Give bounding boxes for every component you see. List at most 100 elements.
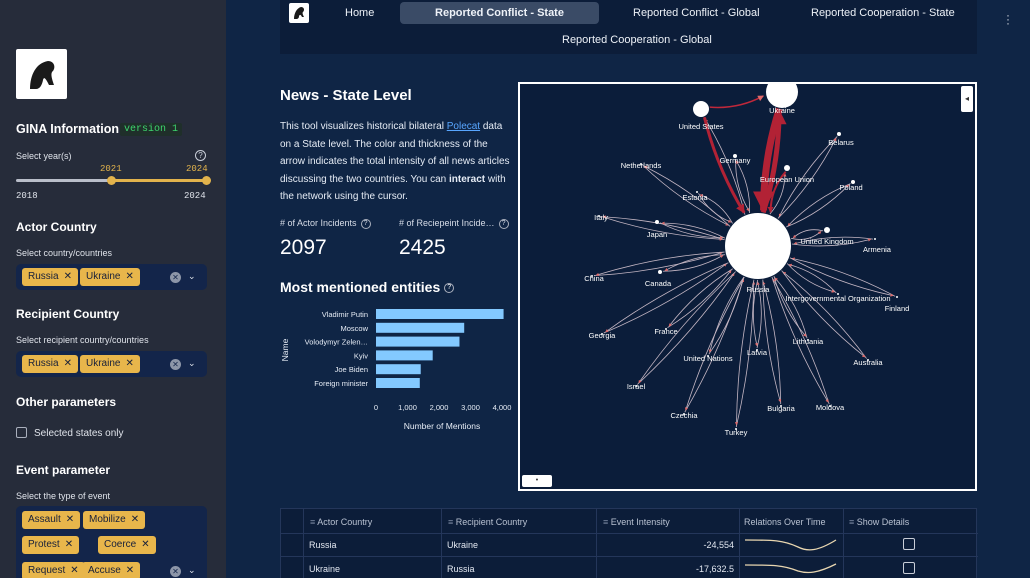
actor-tag[interactable]: Ukraine ✕ [80, 268, 140, 286]
column-header-recipient[interactable]: ≡ Recipient Country [448, 517, 528, 527]
network-node[interactable] [824, 227, 830, 233]
year-slider-high-handle[interactable] [202, 176, 211, 185]
network-edge[interactable] [793, 236, 874, 245]
bar[interactable] [376, 350, 433, 361]
event-tag[interactable]: Coerce ✕ [98, 536, 156, 554]
network-edge[interactable] [638, 271, 736, 384]
help-icon[interactable]: ? [195, 150, 206, 161]
network-node[interactable] [896, 296, 898, 298]
network-canvas[interactable]: Ukraine United States Belarus Netherlands Ge… [520, 76, 975, 489]
year-slider-low-handle[interactable] [107, 176, 116, 185]
tab-home[interactable]: Home [345, 7, 375, 19]
actor-multiselect[interactable]: Russia ✕ Ukraine ✕ ✕ ⌄ [16, 264, 207, 290]
network-edge[interactable] [709, 95, 764, 109]
network-edge[interactable] [662, 254, 724, 272]
network-edge[interactable] [735, 160, 751, 214]
network-edge[interactable] [667, 269, 732, 329]
event-tag[interactable]: Accuse ✕ [82, 562, 141, 578]
network-edge[interactable] [762, 279, 782, 403]
network-node[interactable] [598, 215, 600, 217]
expand-toggle-icon[interactable]: • [522, 475, 552, 487]
clear-icon[interactable]: ✕ [170, 566, 181, 577]
bar[interactable] [376, 309, 504, 319]
tab-reported-cooperation-global[interactable]: Reported Cooperation - Global [562, 34, 712, 46]
bar[interactable] [376, 364, 421, 375]
clear-icon[interactable]: ✕ [170, 272, 181, 283]
network-node[interactable] [696, 191, 698, 193]
column-header-details[interactable]: ≡ Show Details [849, 517, 910, 527]
help-icon[interactable]: ? [498, 218, 509, 229]
network-edge[interactable] [756, 281, 762, 349]
nav-logo[interactable] [289, 3, 309, 23]
network-edge[interactable] [787, 183, 851, 227]
collapse-toggle-icon[interactable]: ◂ [961, 86, 973, 112]
network-node[interactable] [640, 163, 642, 165]
clear-icon[interactable]: ✕ [170, 359, 181, 370]
selected-states-checkbox[interactable] [16, 427, 27, 438]
network-edge[interactable] [668, 268, 733, 327]
network-node[interactable] [591, 275, 593, 277]
network-edge[interactable] [792, 229, 824, 239]
network-node[interactable] [733, 154, 737, 158]
network-edge[interactable] [782, 271, 867, 359]
network-edge[interactable] [605, 262, 729, 333]
network-edge[interactable] [600, 215, 723, 241]
column-header-relations[interactable]: Relations Over Time [744, 517, 826, 527]
recipient-tag[interactable]: Ukraine ✕ [80, 355, 140, 373]
network-edge[interactable] [708, 276, 745, 353]
polecat-link[interactable]: Polecat [446, 121, 481, 132]
column-header-intensity[interactable]: ≡ Event Intensity [603, 517, 670, 527]
network-edge[interactable] [603, 263, 727, 334]
network-edge[interactable] [791, 238, 872, 247]
network-edge[interactable] [773, 275, 807, 337]
network-edge[interactable] [778, 136, 838, 218]
event-multiselect[interactable]: Assault ✕ Mobilize ✕ Protest ✕ Coerce ✕ Requ… [16, 506, 207, 578]
recipient-multiselect[interactable]: Russia ✕ Ukraine ✕ ✕ ⌄ [16, 351, 207, 377]
network-node[interactable] [665, 328, 667, 330]
network-node[interactable] [837, 132, 841, 136]
network-edge[interactable] [786, 263, 835, 293]
recipient-tag[interactable]: Russia ✕ [22, 355, 78, 373]
network-node[interactable] [851, 180, 855, 184]
network-node[interactable] [780, 405, 782, 407]
network-edge[interactable] [791, 257, 896, 297]
network-graph[interactable]: Ukraine United States Belarus Netherlands Ge… [518, 76, 977, 491]
network-edge[interactable] [791, 231, 822, 240]
network-edge[interactable] [752, 279, 759, 347]
network-edge[interactable] [760, 109, 787, 214]
network-edge[interactable] [789, 257, 894, 297]
event-tag[interactable]: Request ✕ [22, 562, 85, 578]
column-header-actor[interactable]: ≡ Actor Country [310, 517, 373, 527]
network-edge[interactable] [777, 137, 837, 219]
show-details-checkbox[interactable] [903, 562, 915, 574]
network-edge[interactable] [735, 281, 756, 428]
network-node[interactable] [756, 349, 758, 351]
network-node[interactable] [784, 165, 790, 171]
network-edge[interactable] [734, 279, 755, 426]
network-node[interactable] [725, 213, 791, 279]
event-tag[interactable]: Protest ✕ [22, 536, 80, 554]
bar[interactable] [376, 322, 465, 333]
network-node[interactable] [601, 333, 603, 335]
network-node[interactable] [693, 101, 709, 117]
network-edge[interactable] [659, 222, 724, 240]
more-menu-icon[interactable]: · · · [1006, 8, 1010, 30]
network-edge[interactable] [762, 281, 782, 405]
network-edge[interactable] [735, 158, 750, 212]
network-node[interactable] [837, 293, 839, 295]
network-edge[interactable] [593, 251, 723, 277]
network-edge[interactable] [684, 276, 745, 411]
network-node[interactable] [658, 270, 662, 274]
network-node[interactable] [655, 220, 659, 224]
event-tag[interactable]: Assault ✕ [22, 511, 81, 529]
bar[interactable] [376, 378, 420, 388]
network-edge[interactable] [637, 272, 735, 385]
network-edge[interactable] [684, 278, 745, 413]
help-icon[interactable]: ? [444, 283, 455, 294]
network-edge[interactable] [772, 278, 830, 405]
network-node[interactable] [829, 405, 831, 407]
tab-reported-conflict-global[interactable]: Reported Conflict - Global [633, 7, 760, 19]
network-edge[interactable] [643, 165, 731, 227]
bar[interactable] [376, 336, 460, 347]
network-node[interactable] [874, 238, 876, 240]
